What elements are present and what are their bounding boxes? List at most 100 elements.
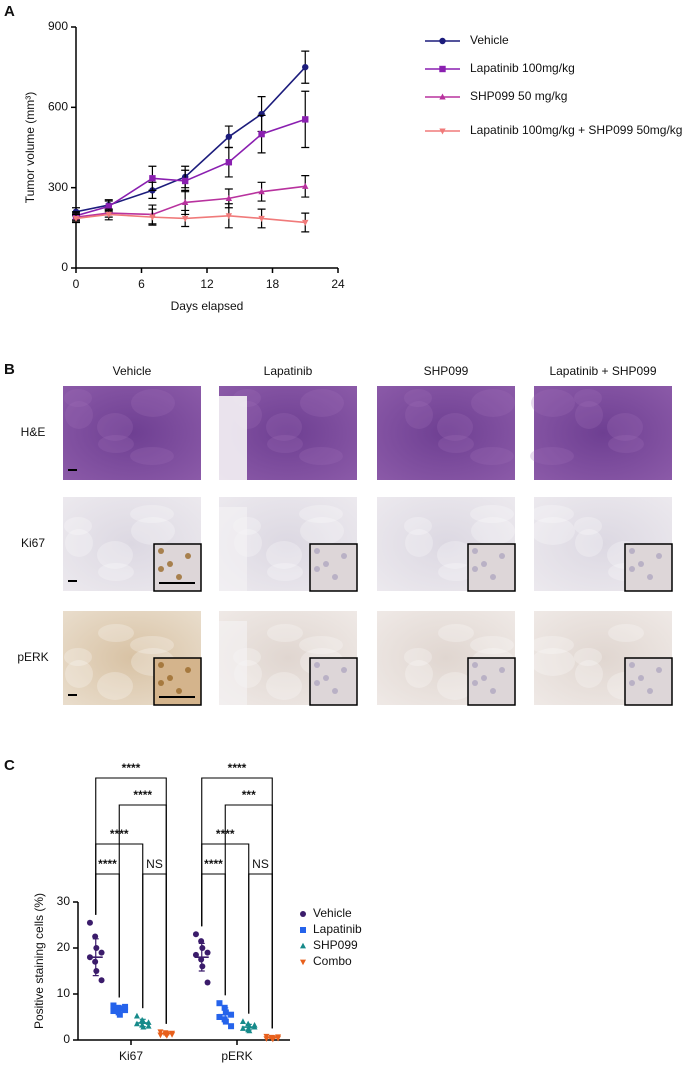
tissue-texture (608, 435, 644, 453)
marker (302, 116, 309, 123)
significance-label: NS (252, 857, 269, 871)
nucleus (490, 574, 496, 580)
nucleus (341, 553, 347, 559)
column-header: Lapatinib (264, 364, 313, 378)
tissue-texture (266, 672, 302, 700)
adipose-region (219, 396, 247, 480)
nucleus (629, 662, 635, 668)
tissue-texture (575, 660, 603, 688)
tissue-texture (574, 517, 602, 535)
adipose-region (219, 507, 247, 591)
nucleus (314, 680, 320, 686)
legend-label: SHP099 (313, 938, 358, 952)
significance-label: **** (110, 827, 129, 841)
marker (181, 215, 189, 222)
tissue-texture (405, 660, 433, 688)
nucleus (158, 548, 164, 554)
nucleus (158, 566, 164, 572)
marker (181, 198, 189, 205)
tissue-texture (608, 624, 644, 642)
marker (300, 942, 306, 949)
tissue-texture (64, 389, 92, 407)
tissue-texture (64, 517, 92, 535)
x-tick-label: Ki67 (119, 1049, 143, 1063)
marker (300, 911, 306, 917)
tissue-texture (438, 435, 474, 453)
nucleus (167, 561, 173, 567)
y-tick-label: 0 (61, 260, 68, 274)
marker (439, 65, 446, 73)
tissue-texture (404, 517, 432, 535)
tissue-texture (267, 435, 303, 453)
nucleus (499, 553, 505, 559)
significance-label: NS (146, 857, 163, 871)
marker (149, 214, 156, 221)
marker (98, 949, 105, 956)
marker (228, 1023, 235, 1030)
legend-label: Lapatinib 100mg/kg (470, 61, 575, 75)
nucleus (176, 688, 182, 694)
marker (192, 931, 199, 938)
adipose-region (219, 621, 247, 705)
nucleus (314, 566, 320, 572)
panel-letter: B (4, 361, 15, 378)
marker (251, 1021, 258, 1028)
tissue-texture (437, 413, 473, 441)
y-tick-label: 30 (57, 894, 71, 908)
marker (439, 37, 446, 45)
tissue-texture (299, 636, 343, 654)
marker (145, 1022, 152, 1029)
nucleus (185, 667, 191, 673)
tissue-texture (267, 563, 303, 581)
nucleus (638, 675, 644, 681)
nucleus (323, 561, 329, 567)
marker (204, 949, 211, 956)
marker (92, 933, 99, 940)
nucleus (656, 553, 662, 559)
micrograph (63, 386, 201, 480)
tissue-texture (438, 624, 474, 642)
nucleus (332, 688, 338, 694)
marker (225, 194, 233, 201)
nucleus (499, 667, 505, 673)
legend-label: Combo (313, 954, 352, 968)
nucleus (481, 561, 487, 567)
nucleus (341, 667, 347, 673)
nucleus (647, 688, 653, 694)
tissue-texture (97, 672, 133, 700)
y-tick-label: 20 (57, 940, 71, 954)
tissue-texture (531, 517, 575, 545)
tissue-texture (267, 624, 303, 642)
marker (110, 1008, 117, 1015)
marker (225, 213, 233, 220)
row-label: pERK (17, 650, 48, 664)
marker (239, 1025, 246, 1031)
tissue-texture (530, 505, 574, 523)
tissue-texture (405, 529, 433, 557)
legend-label: Lapatinib 100mg/kg + SHP099 50mg/kg (470, 123, 682, 137)
x-tick-label: pERK (221, 1049, 252, 1063)
tissue-texture (575, 529, 603, 557)
tissue-texture (300, 389, 344, 417)
marker (133, 1012, 140, 1019)
tissue-texture (266, 413, 302, 441)
marker (300, 959, 306, 966)
tissue-texture (405, 401, 433, 429)
marker (239, 1018, 246, 1024)
tissue-texture (131, 517, 175, 545)
y-tick-label: 10 (57, 986, 71, 1000)
y-axis-label: Tumor volume (mm³) (23, 92, 37, 204)
tissue-texture (299, 505, 343, 523)
marker (181, 177, 189, 185)
legend-label: SHP099 50 mg/kg (470, 89, 567, 103)
tissue-texture (98, 435, 134, 453)
marker (105, 211, 112, 218)
tissue-texture (97, 541, 133, 569)
nucleus (638, 561, 644, 567)
marker (98, 977, 105, 984)
nucleus (158, 662, 164, 668)
nucleus (656, 667, 662, 673)
column-header: Vehicle (113, 364, 152, 378)
